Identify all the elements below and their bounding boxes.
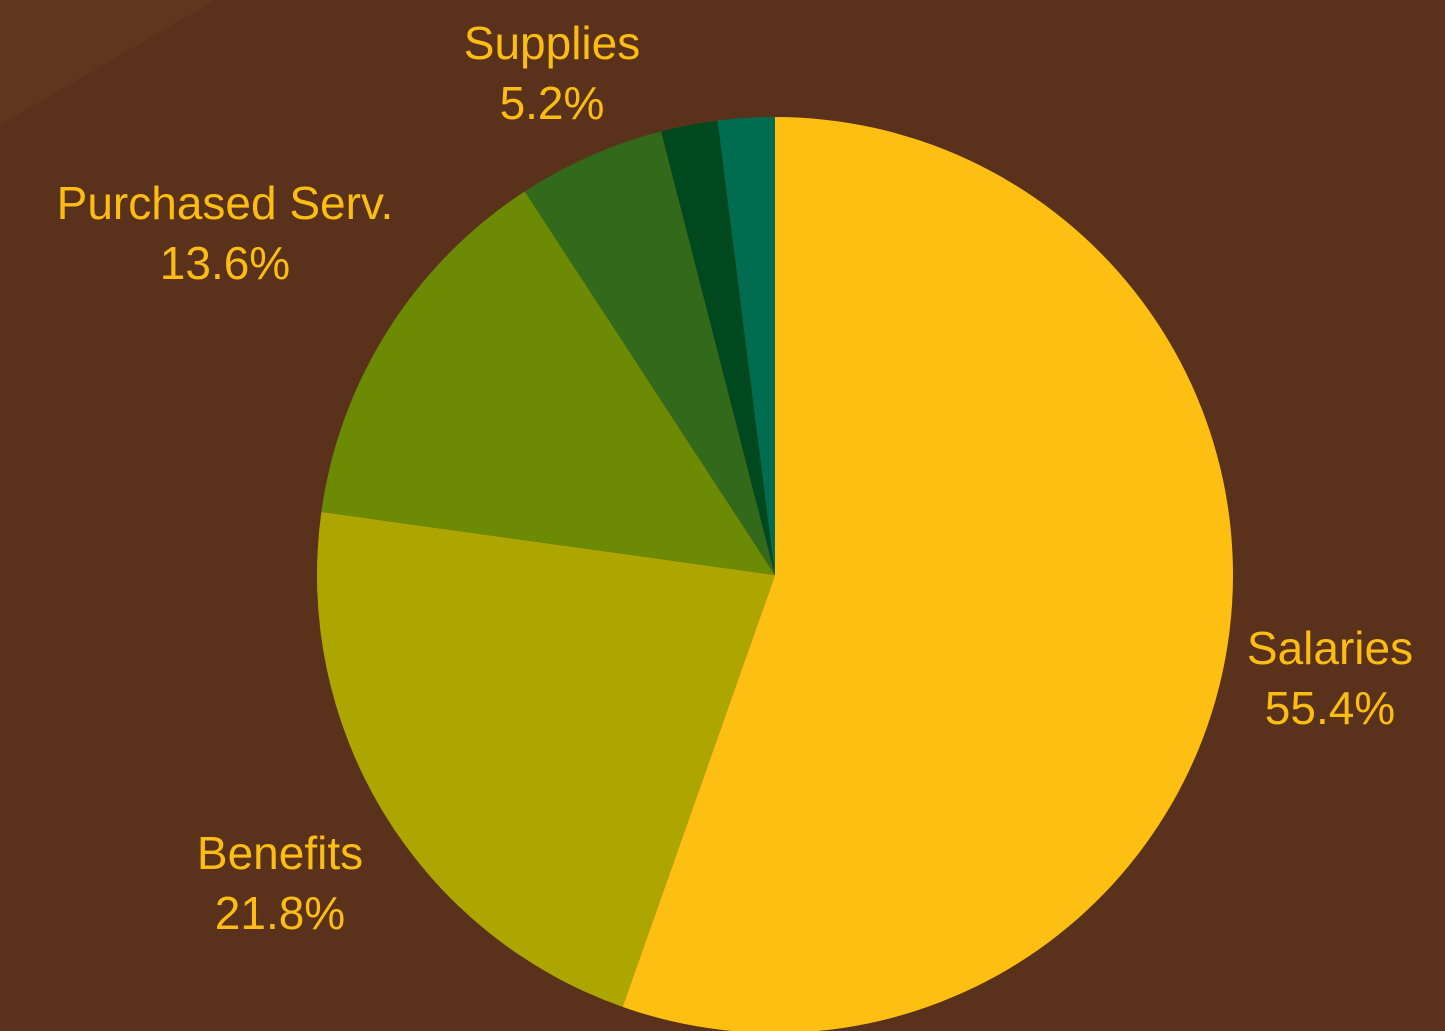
pie-labels: Salaries 55.4% Benefits 21.8% Purchased Serv… xyxy=(57,17,1413,939)
pie-slice-supplies xyxy=(524,131,775,575)
pie-slice-unlabeled-5 xyxy=(717,117,775,575)
slice-value-label: 55.4% xyxy=(1265,682,1395,734)
pie-slice-purchased-serv xyxy=(321,191,775,575)
slice-label: Supplies xyxy=(464,17,640,69)
slice-value-label: 21.8% xyxy=(215,887,345,939)
pie-slice-unlabeled-4 xyxy=(661,120,775,576)
slice-label: Benefits xyxy=(197,827,363,879)
slice-label: Salaries xyxy=(1247,622,1413,674)
pie-slices xyxy=(316,117,1233,1031)
slice-label: Purchased Serv. xyxy=(57,177,394,229)
pie-slice-benefits xyxy=(316,511,775,1007)
pie-slice-salaries xyxy=(622,117,1233,1031)
slice-value-label: 5.2% xyxy=(500,77,605,129)
slice-value-label: 13.6% xyxy=(160,237,290,289)
